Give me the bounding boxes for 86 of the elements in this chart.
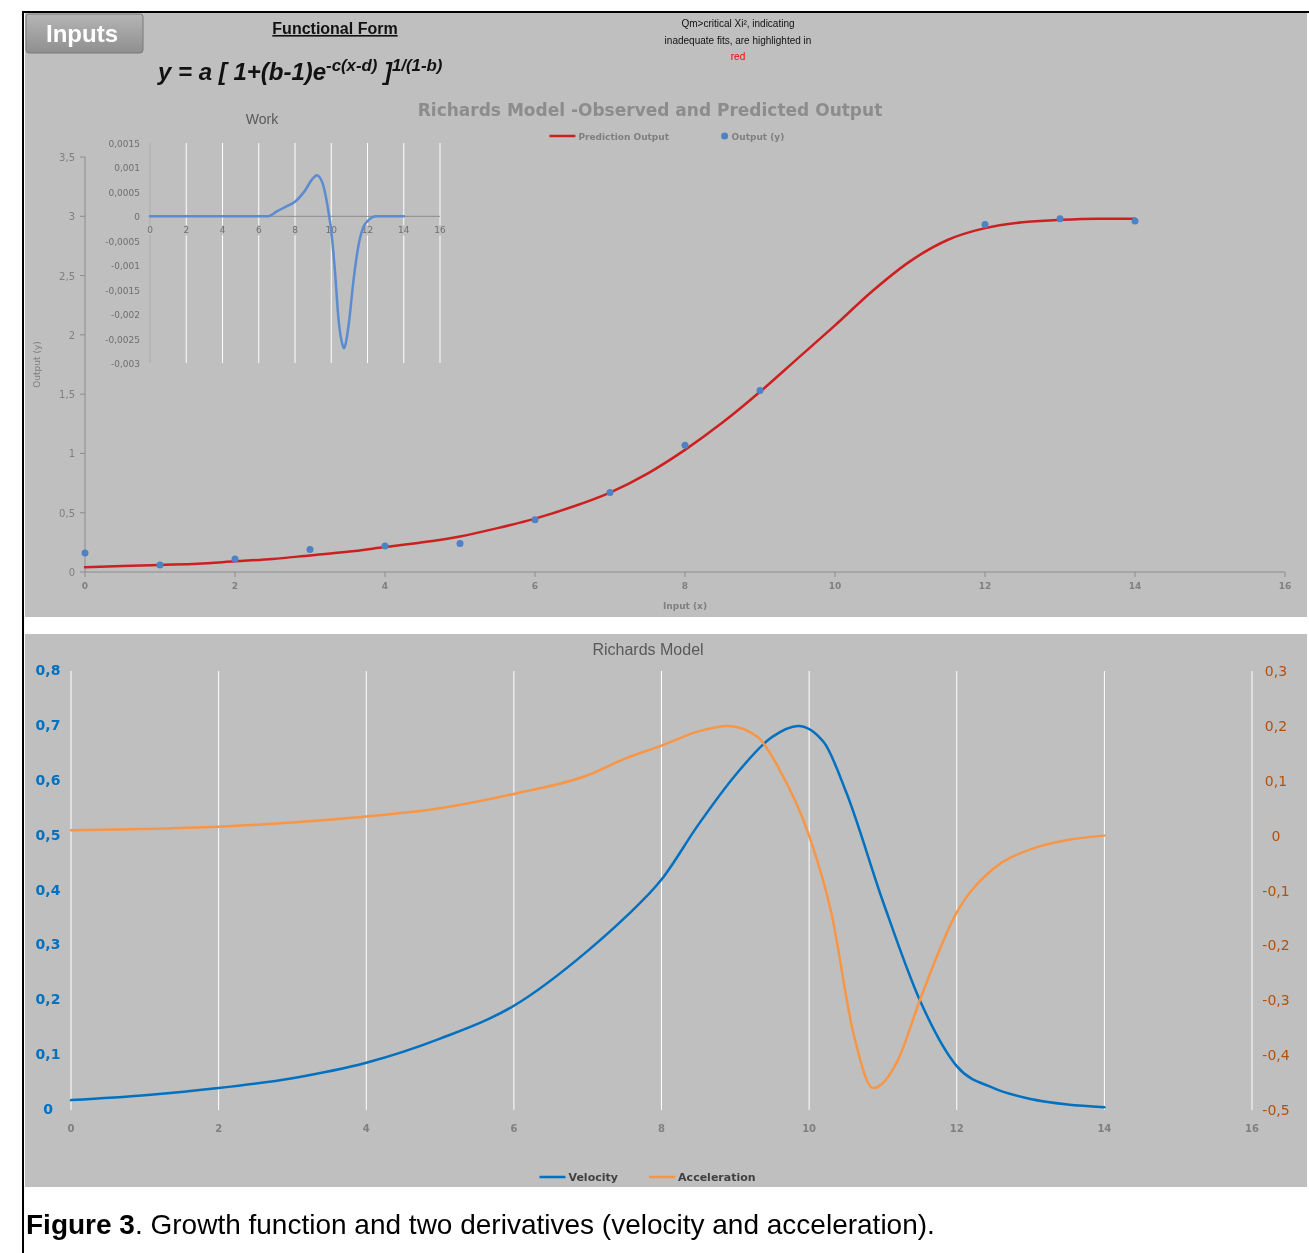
y-tick-label: 0,6 (35, 771, 61, 788)
point (606, 489, 614, 497)
x-tick-label: 10 (802, 1123, 817, 1134)
inputs-button: Inputs (25, 13, 144, 54)
y-tick-label: 0,0015 (108, 139, 140, 149)
x-tick-label: 4 (362, 1123, 370, 1134)
y-tick-label: 2 (68, 329, 75, 341)
y-tick-label: 0 (68, 567, 75, 578)
text: Qm>critical Xi², indicating inadequate fits, are highlighted in red (664, 18, 812, 62)
point (1056, 215, 1064, 223)
y2-tick-label: -0,1 (1262, 882, 1290, 899)
x-tick-label: 16 (434, 225, 446, 236)
x-tick-label: 14 (398, 225, 410, 236)
x-tick-label: 10 (828, 581, 842, 591)
point (531, 516, 539, 524)
x-tick-label: 6 (255, 225, 262, 236)
chart-title: Richards Model (592, 641, 704, 658)
y-tick-label: 3,5 (59, 152, 75, 163)
x-tick-label: 4 (219, 225, 226, 236)
y2-tick-label: -0,4 (1262, 1047, 1290, 1064)
x-tick-label: 14 (1097, 1123, 1112, 1134)
legend-label: Output (y) (731, 131, 785, 142)
point (81, 549, 89, 557)
point (981, 221, 989, 229)
y-tick-label: 0,0005 (108, 187, 140, 198)
x-tick-label: 8 (658, 1123, 666, 1134)
chart-title: Work (245, 111, 280, 127)
y2-tick-label: 0,3 (1264, 663, 1288, 679)
y-tick-label: 2,5 (59, 270, 75, 282)
y-tick-label: 0,8 (35, 662, 61, 678)
x-tick-label: 2 (215, 1123, 223, 1134)
y2-tick-label: 0,2 (1264, 717, 1288, 734)
x-axis-title: Input (x) (662, 601, 708, 611)
x-tick-label: 8 (681, 581, 689, 591)
y-tick-label: 1 (68, 448, 75, 460)
y-tick-label: 0,5 (35, 826, 61, 843)
y-tick-label: -0,003 (110, 359, 140, 369)
y-tick-label: 0,4 (35, 881, 61, 898)
x-tick-label: 0 (81, 581, 89, 591)
legend-label: Acceleration (678, 1170, 756, 1184)
y-tick-label: 0 (134, 212, 141, 223)
y2-tick-label: -0,5 (1262, 1102, 1290, 1118)
y-tick-label: 3 (68, 211, 75, 223)
x-tick-label: 12 (978, 581, 992, 591)
caption: Figure 3. Growth function and two derivatives (velocity and acceleration). (26, 1209, 935, 1240)
point (306, 545, 314, 553)
x-tick-label: 16 (1278, 581, 1292, 591)
y-tick-label: 0,2 (35, 991, 61, 1008)
legend-label: Velocity (568, 1170, 618, 1184)
y2-tick-label: 0,1 (1264, 772, 1288, 789)
point (456, 540, 464, 548)
y-tick-label: 0,7 (35, 716, 61, 733)
y-tick-label: -0,001 (110, 261, 140, 272)
y-axis-title: Output (y) (32, 341, 42, 388)
y-tick-label: -0,0015 (105, 285, 140, 296)
x-tick-label: 6 (510, 1123, 518, 1134)
point (1131, 217, 1139, 225)
point (231, 555, 239, 563)
y2-tick-label: -0,2 (1262, 937, 1290, 954)
x-tick-label: 14 (1128, 581, 1142, 591)
x-tick-label: 16 (1245, 1123, 1259, 1134)
x-tick-label: 2 (231, 581, 239, 591)
point (381, 542, 389, 550)
y-tick-label: 0,1 (35, 1046, 61, 1063)
y2-tick-label: -0,3 (1262, 992, 1290, 1009)
text: Functional Form (272, 20, 398, 37)
legend-label: Prediction Output (578, 131, 670, 142)
x-tick-label: 8 (292, 225, 299, 236)
x-tick-label: 4 (381, 581, 389, 591)
y-tick-label: -0,0025 (105, 334, 140, 345)
y2-tick-label: 0 (1271, 827, 1281, 844)
y-tick-label: 0,001 (114, 163, 140, 174)
x-tick-label: 6 (531, 581, 539, 591)
point (156, 561, 164, 569)
y-tick-label: 1,5 (59, 389, 75, 401)
x-tick-label: 2 (183, 225, 190, 236)
x-tick-label: 0 (147, 225, 154, 236)
point (681, 441, 689, 449)
point (756, 387, 764, 395)
y-tick-label: 0,5 (59, 507, 75, 519)
y-tick-label: -0,002 (110, 310, 140, 321)
x-tick-label: 12 (949, 1123, 964, 1134)
text: y = a [ 1+(b-1)e$^{-c(x-d)}$ ]$^{1/(1-b)}$ (157, 55, 443, 85)
y-tick-label: 0 (43, 1101, 54, 1117)
y-tick-label: 0,3 (35, 936, 61, 953)
y-tick-label: -0,0005 (105, 236, 140, 247)
